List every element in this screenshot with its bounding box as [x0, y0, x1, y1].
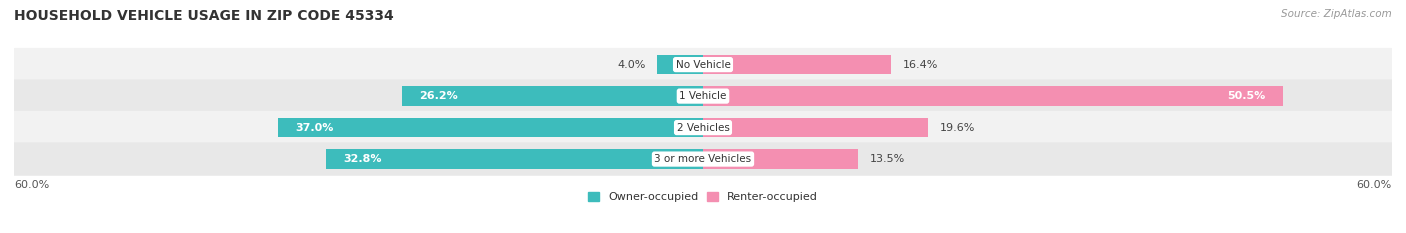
Bar [657, 55, 703, 74]
Text: No Vehicle: No Vehicle [675, 60, 731, 70]
Bar [278, 118, 703, 137]
Bar [703, 149, 858, 169]
FancyBboxPatch shape [14, 111, 1392, 144]
Text: 32.8%: 32.8% [343, 154, 382, 164]
Bar [703, 86, 1282, 106]
FancyBboxPatch shape [14, 48, 1392, 81]
Text: 1 Vehicle: 1 Vehicle [679, 91, 727, 101]
Text: 3 or more Vehicles: 3 or more Vehicles [654, 154, 752, 164]
Text: 16.4%: 16.4% [903, 60, 938, 70]
Text: 13.5%: 13.5% [869, 154, 904, 164]
Text: 19.6%: 19.6% [939, 123, 974, 133]
Text: HOUSEHOLD VEHICLE USAGE IN ZIP CODE 45334: HOUSEHOLD VEHICLE USAGE IN ZIP CODE 4533… [14, 9, 394, 23]
Bar [402, 86, 703, 106]
Text: 4.0%: 4.0% [617, 60, 645, 70]
Bar [326, 149, 703, 169]
Text: 2 Vehicles: 2 Vehicles [676, 123, 730, 133]
Legend: Owner-occupied, Renter-occupied: Owner-occupied, Renter-occupied [583, 188, 823, 207]
Text: Source: ZipAtlas.com: Source: ZipAtlas.com [1281, 9, 1392, 19]
Bar [703, 118, 928, 137]
FancyBboxPatch shape [14, 142, 1392, 176]
FancyBboxPatch shape [14, 79, 1392, 113]
Text: 37.0%: 37.0% [295, 123, 333, 133]
Text: 50.5%: 50.5% [1227, 91, 1265, 101]
Text: 60.0%: 60.0% [1357, 180, 1392, 189]
Bar [703, 55, 891, 74]
Text: 60.0%: 60.0% [14, 180, 49, 189]
Text: 26.2%: 26.2% [419, 91, 458, 101]
